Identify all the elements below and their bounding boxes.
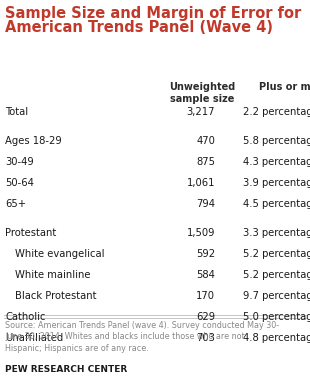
Text: 4.8 percentage points: 4.8 percentage points	[243, 333, 310, 343]
Text: American Trends Panel (Wave 4): American Trends Panel (Wave 4)	[5, 20, 273, 35]
Text: Source: American Trends Panel (wave 4). Survey conducted May 30-
June 30, 2014. : Source: American Trends Panel (wave 4). …	[5, 321, 279, 353]
Text: Plus or minus...: Plus or minus...	[259, 82, 310, 92]
Text: Unaffiliated: Unaffiliated	[5, 333, 63, 343]
Text: 30-49: 30-49	[5, 157, 34, 167]
Text: Unweighted
sample size: Unweighted sample size	[169, 82, 235, 104]
Text: White evangelical: White evangelical	[15, 249, 104, 259]
Text: Total: Total	[5, 107, 28, 117]
Text: 794: 794	[196, 199, 215, 209]
Text: 3,217: 3,217	[187, 107, 215, 117]
Text: White mainline: White mainline	[15, 270, 91, 280]
Text: 3.9 percentage points: 3.9 percentage points	[243, 178, 310, 188]
Text: 875: 875	[196, 157, 215, 167]
Text: 3.3 percentage points: 3.3 percentage points	[243, 228, 310, 238]
Text: Protestant: Protestant	[5, 228, 56, 238]
Text: 1,509: 1,509	[187, 228, 215, 238]
Text: Sample Size and Margin of Error for: Sample Size and Margin of Error for	[5, 6, 301, 21]
Text: Ages 18-29: Ages 18-29	[5, 136, 62, 146]
Text: 5.8 percentage points: 5.8 percentage points	[243, 136, 310, 146]
Text: 470: 470	[196, 136, 215, 146]
Text: 9.7 percentage points: 9.7 percentage points	[243, 291, 310, 301]
Text: Catholic: Catholic	[5, 312, 46, 322]
Text: 4.5 percentage points: 4.5 percentage points	[243, 199, 310, 209]
Text: 65+: 65+	[5, 199, 26, 209]
Text: 1,061: 1,061	[187, 178, 215, 188]
Text: 170: 170	[196, 291, 215, 301]
Text: 2.2 percentage points: 2.2 percentage points	[243, 107, 310, 117]
Text: 584: 584	[196, 270, 215, 280]
Text: 5.2 percentage points: 5.2 percentage points	[243, 249, 310, 259]
Text: 703: 703	[196, 333, 215, 343]
Text: 629: 629	[196, 312, 215, 322]
Text: 5.2 percentage points: 5.2 percentage points	[243, 270, 310, 280]
Text: 50-64: 50-64	[5, 178, 34, 188]
Text: 4.3 percentage points: 4.3 percentage points	[243, 157, 310, 167]
Text: PEW RESEARCH CENTER: PEW RESEARCH CENTER	[5, 365, 127, 374]
Text: Black Protestant: Black Protestant	[15, 291, 96, 301]
Text: 592: 592	[196, 249, 215, 259]
Text: 5.0 percentage points: 5.0 percentage points	[243, 312, 310, 322]
